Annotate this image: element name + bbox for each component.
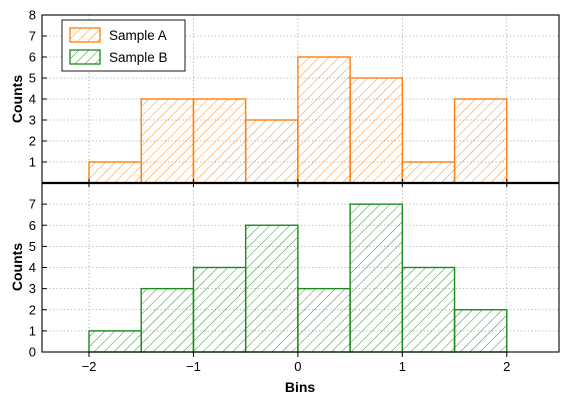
top-bar-series-0-bin-4: [297, 56, 351, 184]
top-bar-series-0-bin-1: [140, 98, 195, 184]
top-bar-series-0-bin-7: [453, 98, 508, 184]
top-bar-series-0-bin-3: [244, 119, 299, 184]
legend-label-sample-b: Sample B: [109, 50, 168, 65]
top-y-tick-label: 6: [29, 50, 36, 65]
top-bars: [88, 56, 508, 184]
bottom-y-tick-label: 0: [29, 345, 36, 360]
top-y-tick-label: 3: [29, 113, 36, 128]
bottom-bar-series-0-bin-1: [140, 287, 195, 353]
x-axis-label: Bins: [285, 379, 316, 395]
x-tick-label: −1: [186, 359, 201, 374]
bottom-y-tick-label: 6: [29, 218, 36, 233]
legend: Sample A Sample B: [61, 19, 186, 72]
bottom-panel: 0 1 2 3 4 5 6 7 −2 −1 0 1 2 Counts Bins: [9, 179, 559, 395]
bottom-y-axis-label: Counts: [9, 243, 25, 291]
top-bar-series-0-bin-0: [88, 161, 142, 184]
bottom-bar-series-0-bin-5: [349, 203, 404, 353]
bottom-bar-series-0-bin-3: [244, 224, 299, 353]
top-panel: 1 2 3 4 5 6 7 8 Counts Sample A Sample B: [9, 8, 559, 184]
bottom-bar-series-0-bin-2: [192, 266, 247, 353]
top-y-tick-label: 2: [29, 134, 36, 149]
top-bar-series-0-bin-2: [192, 98, 247, 184]
x-tick-label: 1: [399, 359, 406, 374]
top-y-tick-label: 5: [29, 71, 36, 86]
bottom-y-tick-label: 4: [29, 260, 36, 275]
x-tick-label: −2: [82, 359, 97, 374]
bottom-bar-series-0-bin-0: [88, 330, 142, 353]
bottom-y-tick-label: 2: [29, 302, 36, 317]
top-y-tick-label: 7: [29, 29, 36, 44]
bottom-y-tick-label: 7: [29, 197, 36, 212]
bottom-bar-series-0-bin-6: [401, 266, 456, 353]
x-tick-label: 2: [503, 359, 510, 374]
bottom-y-tick-label: 1: [29, 323, 36, 338]
top-y-ticks: 1 2 3 4 5 6 7 8: [29, 8, 47, 170]
bottom-bar-series-0-bin-7: [453, 309, 508, 353]
top-y-tick-label: 4: [29, 92, 36, 107]
bottom-y-tick-label: 3: [29, 281, 36, 296]
legend-swatch-sample-b: [69, 49, 101, 65]
legend-label-sample-a: Sample A: [109, 28, 167, 43]
legend-swatch-sample-a: [69, 27, 101, 43]
bottom-bar-series-0-bin-4: [297, 287, 351, 353]
top-y-tick-label: 8: [29, 8, 36, 23]
x-tick-label: 0: [294, 359, 301, 374]
top-y-tick-label: 1: [29, 155, 36, 170]
top-bar-series-0-bin-6: [401, 161, 456, 184]
bottom-y-tick-label: 5: [29, 239, 36, 254]
x-ticks: −2 −1 0 1 2: [82, 179, 510, 374]
top-y-axis-label: Counts: [9, 75, 25, 123]
top-bar-series-0-bin-5: [349, 77, 404, 184]
bottom-y-ticks: 0 1 2 3 4 5 6 7: [29, 197, 47, 360]
bottom-bars: [88, 203, 508, 353]
